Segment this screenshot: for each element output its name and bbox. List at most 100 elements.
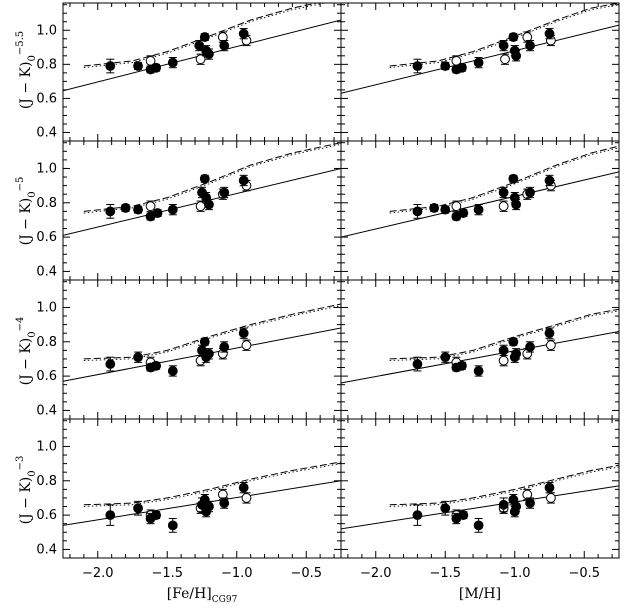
data-point-filled	[511, 50, 522, 61]
panel-lines	[341, 145, 619, 238]
model-line-dashed	[389, 145, 619, 212]
x-tick-label: −2.0	[82, 566, 114, 581]
panel-frame	[340, 2, 620, 142]
data-point-filled	[473, 366, 484, 376]
data-point-filled	[498, 499, 509, 510]
data-point-open	[545, 340, 556, 351]
y-tick-label: 0.8	[36, 57, 57, 72]
data-point-filled	[457, 360, 467, 371]
data-point-filled	[498, 345, 509, 356]
data-point-filled	[167, 520, 178, 531]
data-point-filled	[238, 482, 249, 493]
data-point-filled	[440, 204, 451, 215]
data-point-filled	[219, 40, 230, 51]
data-point-filled	[204, 199, 214, 210]
y-tick-label: 0.6	[36, 230, 57, 245]
data-point-filled	[440, 61, 451, 71]
ylabel-row-4: (J − K)0−3	[15, 456, 38, 525]
model-line-dashed	[83, 461, 341, 506]
data-point-filled	[105, 206, 116, 217]
data-point-filled	[473, 57, 484, 68]
y-tick-label: 0.4	[36, 125, 57, 140]
data-point-open	[241, 340, 252, 351]
data-point-filled	[151, 62, 162, 73]
y-tick-label: 1.0	[36, 161, 57, 176]
panel-r4-c2: −2.0 −1.5 −1.0 −0.5	[340, 418, 620, 581]
data-point-filled	[133, 204, 143, 215]
y-tick-label: 0.4	[36, 264, 57, 279]
data-point-filled	[511, 348, 522, 359]
data-point-filled	[219, 342, 230, 352]
model-line-dotted	[83, 305, 341, 361]
data-point-filled	[440, 503, 451, 514]
fit-line	[341, 485, 619, 530]
panel-r3-c1: 0.4 0.6 0.8 1.0	[36, 279, 342, 420]
panel-frame	[62, 2, 342, 142]
data-point-filled	[429, 203, 440, 213]
panel-r4-c1: 0.4 0.6 0.8 1.0 −2.0 −1.5 −1.0 −0.5	[36, 418, 342, 581]
y-tick-label: 0.6	[36, 91, 57, 106]
data-point-open	[545, 493, 556, 503]
data-point-filled	[508, 32, 519, 42]
data-point-filled	[511, 501, 522, 512]
data-point-filled	[238, 28, 249, 39]
data-point-filled	[458, 208, 469, 218]
model-line-dotted	[389, 466, 619, 507]
x-tick-label: −0.5	[290, 566, 322, 581]
data-point-filled	[473, 204, 484, 215]
data-point-filled	[525, 187, 535, 198]
model-line-dashed	[389, 3, 619, 67]
data-point-filled	[498, 40, 509, 51]
data-point-open	[500, 54, 510, 65]
fit-line	[341, 330, 619, 384]
x-tick-label: −0.5	[568, 566, 600, 581]
data-point-open	[522, 32, 533, 42]
data-point-filled	[120, 203, 131, 213]
data-point-filled	[167, 204, 178, 215]
model-line-dotted	[83, 463, 341, 507]
panel-r1-c1: 0.4 0.6 0.8 1.0	[36, 2, 342, 142]
data-point-filled	[525, 498, 535, 508]
data-point-open	[241, 493, 252, 503]
data-point-filled	[199, 173, 210, 184]
data-point-filled	[219, 498, 230, 508]
data-point-filled	[199, 32, 210, 42]
data-point-filled	[525, 342, 535, 352]
data-point-filled	[204, 501, 214, 512]
ylabel-row-3: (J − K)0−4	[15, 317, 38, 386]
x-tick-label: −1.0	[499, 566, 531, 581]
data-point-filled	[133, 352, 143, 363]
data-point-filled	[238, 175, 249, 186]
data-point-filled	[473, 520, 484, 531]
model-line-dashed	[389, 464, 619, 506]
x-tick-label: −2.0	[360, 566, 392, 581]
data-point-filled	[412, 61, 423, 71]
xlabel-right: [M/H]	[459, 586, 501, 602]
panel-r2-c2	[340, 140, 620, 281]
panel-frame	[62, 418, 342, 559]
data-point-open	[522, 489, 533, 500]
data-point-filled	[167, 57, 178, 68]
panel-frame	[340, 279, 620, 420]
model-line-dotted	[83, 143, 341, 214]
data-point-filled	[544, 328, 555, 339]
x-tick-label: −1.5	[429, 566, 461, 581]
panel-r2-c1: 0.4 0.6 0.8 1.0	[36, 140, 342, 281]
panel-r3-c2	[340, 279, 620, 420]
data-point-filled	[105, 359, 116, 369]
x-tick-label: −1.0	[221, 566, 253, 581]
panel-r1-c2	[340, 2, 620, 142]
data-point-filled	[133, 61, 143, 71]
y-tick-label: 0.6	[36, 508, 57, 523]
data-point-filled	[508, 173, 519, 184]
data-point-filled	[219, 187, 230, 198]
data-point-filled	[151, 510, 162, 520]
data-point-filled	[544, 28, 555, 39]
data-point-filled	[151, 360, 162, 371]
ylabel-row-2: (J − K)0−5	[15, 177, 38, 246]
y-tick-label: 0.8	[36, 474, 57, 489]
model-line-dashed	[83, 303, 341, 360]
panel-lines	[341, 464, 619, 530]
data-point-filled	[105, 61, 116, 71]
